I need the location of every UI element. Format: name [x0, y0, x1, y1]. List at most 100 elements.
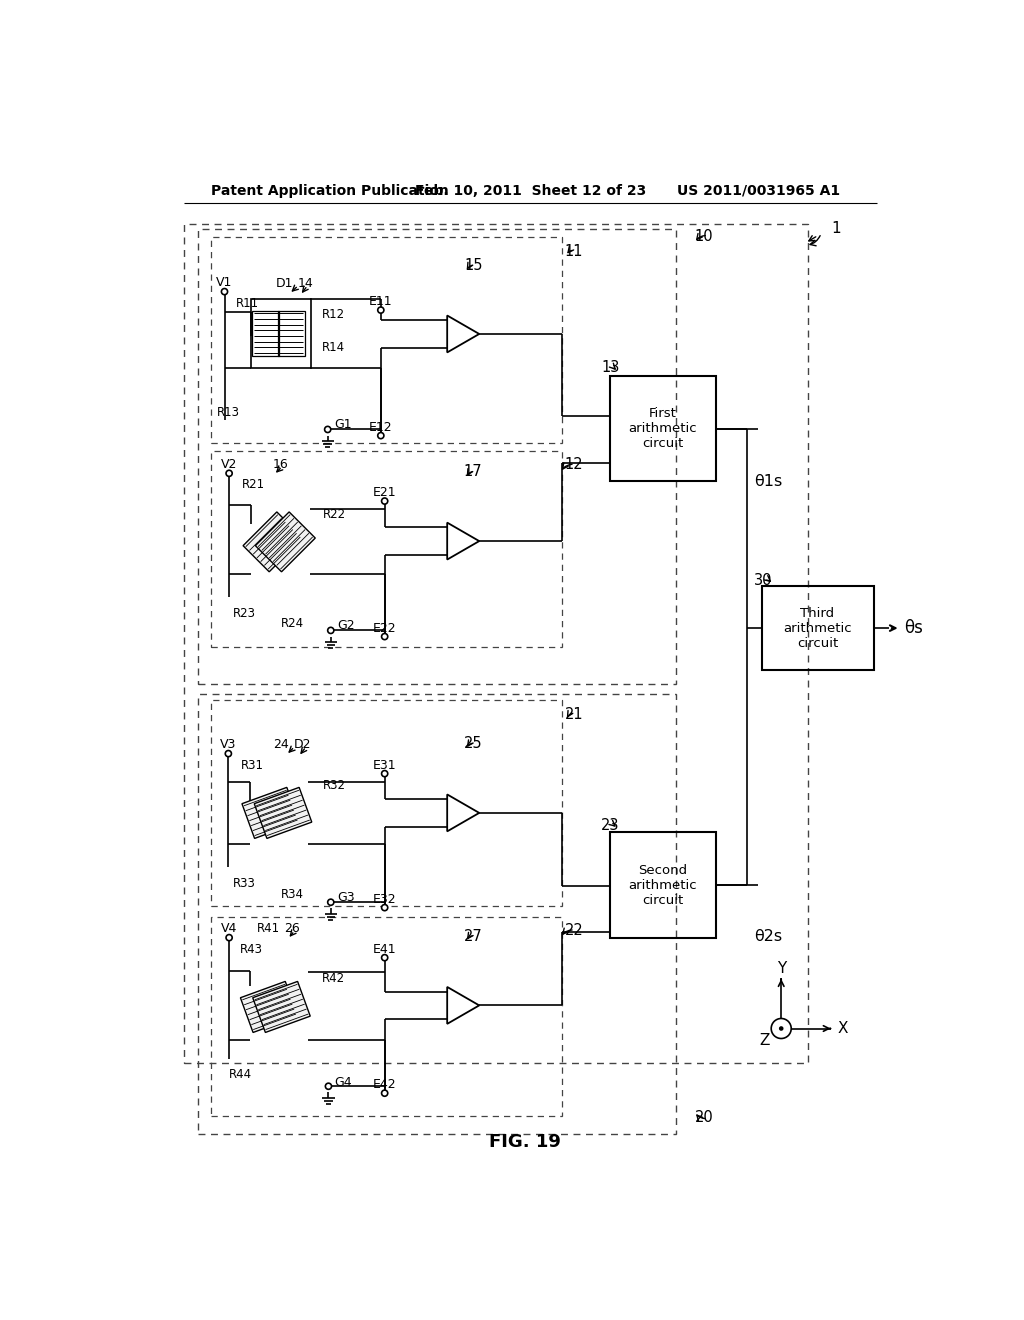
Text: 27: 27	[464, 928, 482, 944]
Bar	[199, 693, 676, 1134]
Bar	[762, 586, 873, 671]
Text: Feb. 10, 2011  Sheet 12 of 23: Feb. 10, 2011 Sheet 12 of 23	[416, 183, 647, 198]
Circle shape	[382, 954, 388, 961]
Text: E41: E41	[373, 942, 396, 956]
Text: X: X	[838, 1020, 848, 1036]
Bar	[253, 981, 310, 1032]
Bar	[199, 230, 676, 684]
Text: R32: R32	[323, 779, 346, 792]
Text: G3: G3	[337, 891, 354, 904]
Text: G2: G2	[337, 619, 354, 632]
Text: R21: R21	[242, 478, 264, 491]
Bar	[251, 298, 310, 368]
Text: θ1s: θ1s	[755, 474, 782, 490]
Circle shape	[779, 1026, 783, 1031]
Text: R41: R41	[257, 921, 280, 935]
Text: V3: V3	[220, 738, 237, 751]
Bar	[252, 310, 280, 355]
Text: 30: 30	[755, 573, 773, 587]
Text: V2: V2	[221, 458, 238, 471]
Bar	[255, 512, 315, 572]
Bar	[243, 512, 303, 572]
Text: 24: 24	[273, 738, 290, 751]
Text: 21: 21	[565, 706, 584, 722]
Circle shape	[325, 426, 331, 433]
Text: Third
arithmetic
circuit: Third arithmetic circuit	[783, 607, 852, 649]
Circle shape	[382, 771, 388, 776]
Text: 20: 20	[695, 1110, 714, 1125]
Text: R14: R14	[322, 341, 345, 354]
Text: E11: E11	[369, 296, 392, 308]
Circle shape	[382, 904, 388, 911]
Text: 14: 14	[298, 277, 313, 289]
Text: V1: V1	[216, 276, 232, 289]
Text: R22: R22	[323, 508, 346, 520]
Text: E42: E42	[373, 1078, 396, 1092]
Text: 23: 23	[601, 817, 620, 833]
Bar	[254, 787, 311, 838]
Text: V4: V4	[221, 921, 238, 935]
Text: R31: R31	[241, 759, 263, 772]
Text: 26: 26	[285, 921, 300, 935]
Text: R34: R34	[281, 888, 304, 902]
Bar	[241, 981, 298, 1032]
Text: 15: 15	[464, 257, 482, 273]
Text: E32: E32	[373, 892, 396, 906]
Circle shape	[382, 1090, 388, 1096]
Text: First
arithmetic
circuit: First arithmetic circuit	[629, 407, 697, 450]
Text: D2: D2	[294, 738, 311, 751]
Circle shape	[225, 751, 231, 756]
Text: R13: R13	[217, 407, 240, 418]
Text: G4: G4	[335, 1076, 352, 1089]
Text: 10: 10	[695, 230, 714, 244]
Text: E12: E12	[369, 421, 392, 434]
Text: 13: 13	[601, 360, 620, 375]
Circle shape	[221, 289, 227, 294]
Text: 16: 16	[272, 458, 289, 471]
Bar	[242, 787, 299, 838]
Text: 12: 12	[565, 457, 584, 473]
Text: Y: Y	[776, 961, 785, 975]
Bar	[211, 238, 562, 444]
Text: θs: θs	[904, 619, 924, 638]
Text: Patent Application Publication: Patent Application Publication	[211, 183, 450, 198]
Text: E21: E21	[373, 486, 396, 499]
Text: G1: G1	[334, 418, 351, 432]
Bar	[184, 224, 808, 1063]
Circle shape	[328, 899, 334, 906]
Text: D1: D1	[275, 277, 293, 289]
Circle shape	[226, 935, 232, 941]
Text: θ2s: θ2s	[755, 928, 782, 944]
Text: Z: Z	[759, 1032, 769, 1048]
Circle shape	[326, 1084, 332, 1089]
Bar	[211, 917, 562, 1115]
Bar	[211, 700, 562, 906]
Text: R23: R23	[233, 607, 256, 620]
Bar	[211, 451, 562, 647]
Circle shape	[771, 1019, 792, 1039]
Text: E22: E22	[373, 622, 396, 635]
Circle shape	[226, 470, 232, 477]
Circle shape	[378, 433, 384, 438]
Text: 1: 1	[831, 220, 841, 236]
Text: 11: 11	[565, 244, 584, 259]
Text: 25: 25	[464, 737, 482, 751]
Text: R11: R11	[237, 297, 259, 310]
Text: Second
arithmetic
circuit: Second arithmetic circuit	[629, 863, 697, 907]
Bar	[278, 310, 305, 355]
Circle shape	[382, 634, 388, 640]
Bar	[609, 832, 716, 937]
Text: E31: E31	[373, 759, 396, 772]
Text: R12: R12	[322, 308, 345, 321]
Text: R24: R24	[281, 616, 304, 630]
Text: 22: 22	[564, 923, 584, 939]
Text: US 2011/0031965 A1: US 2011/0031965 A1	[677, 183, 841, 198]
Text: R42: R42	[322, 972, 345, 985]
Text: R33: R33	[233, 878, 256, 890]
Text: FIG. 19: FIG. 19	[488, 1134, 561, 1151]
Circle shape	[328, 627, 334, 634]
Text: R43: R43	[240, 942, 263, 956]
Text: 17: 17	[464, 465, 482, 479]
Bar	[609, 376, 716, 480]
Circle shape	[378, 308, 384, 313]
